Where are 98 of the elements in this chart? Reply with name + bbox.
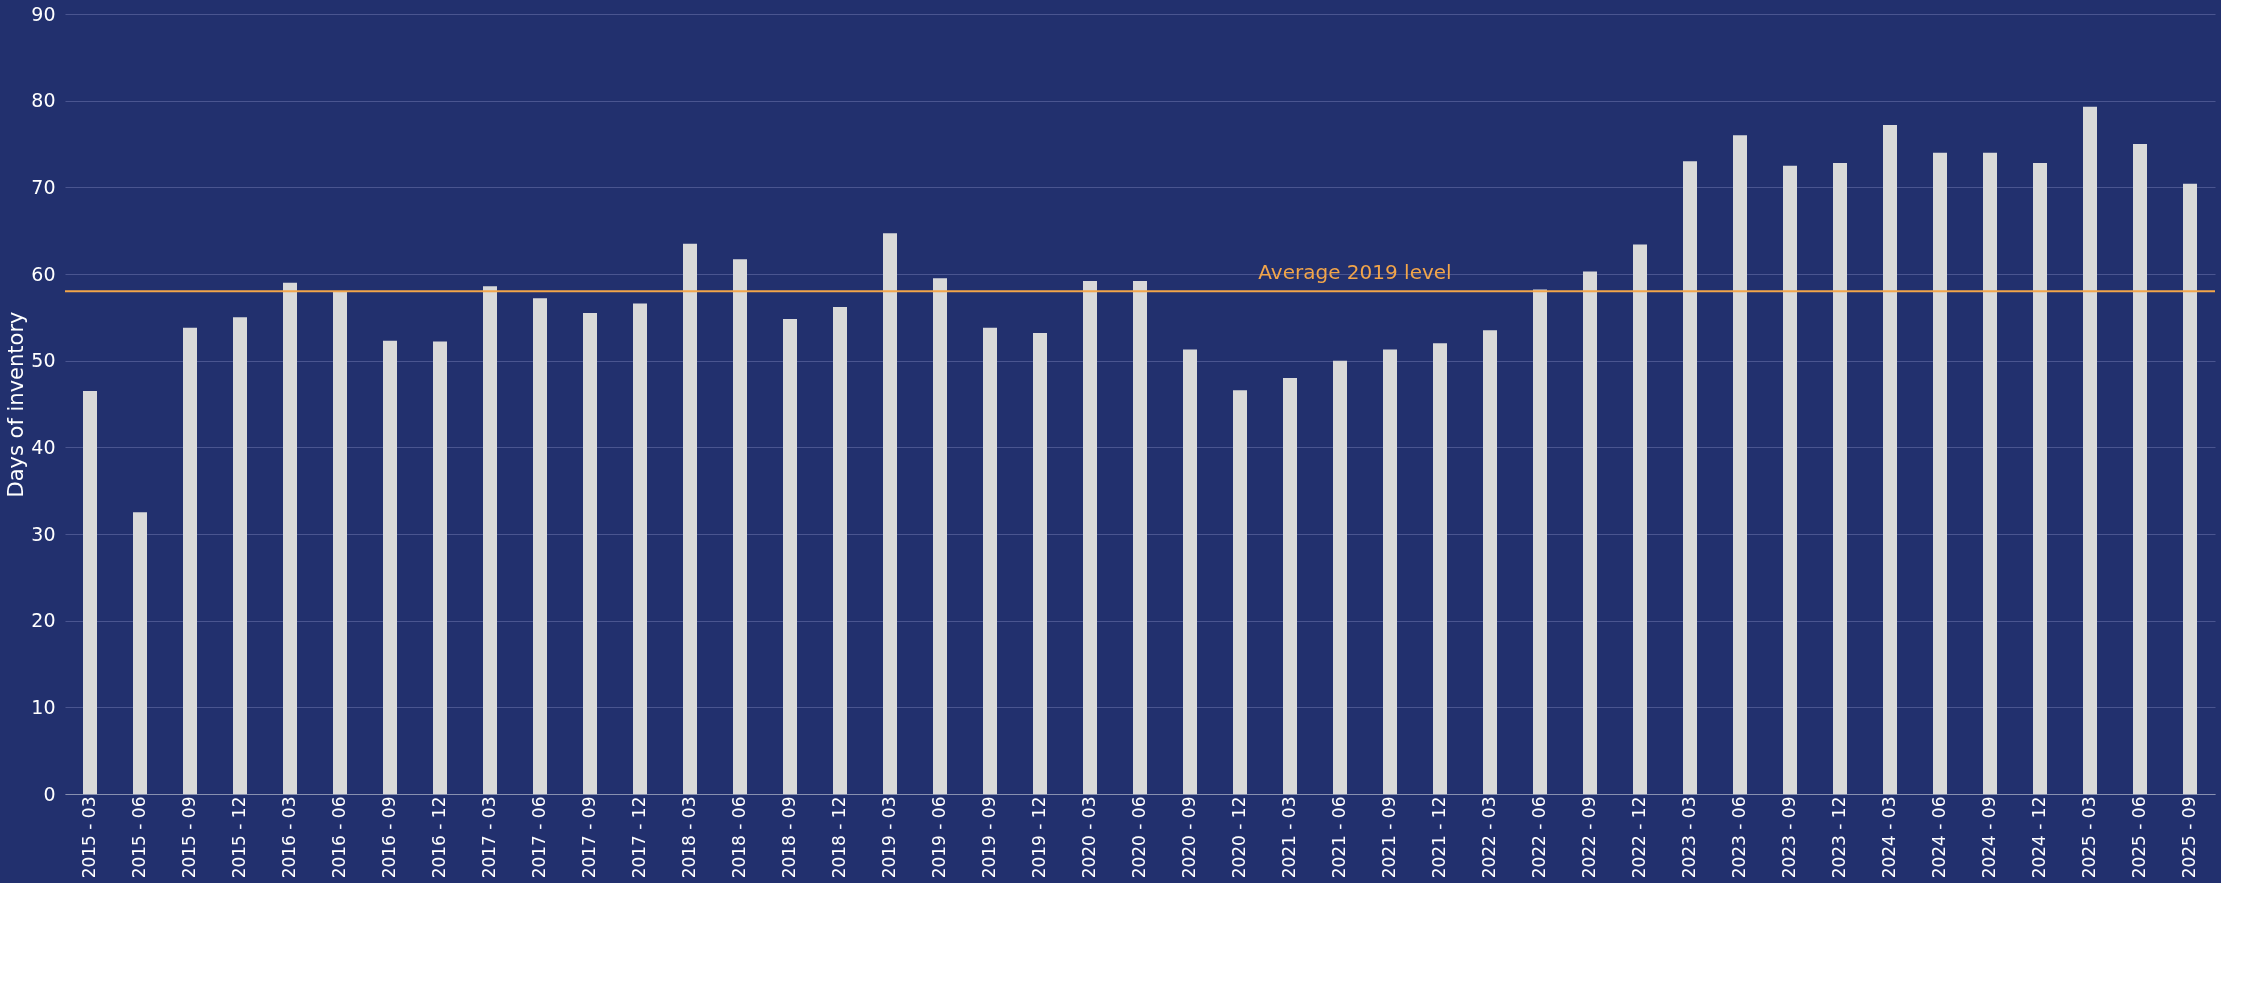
x-tick-label: 2018 - 03 [679,796,699,879]
bar [1883,124,1897,794]
y-tick-label: 60 [31,262,56,285]
bar [2133,144,2147,794]
bar [83,391,97,794]
y-axis-title: Days of inventory [4,311,29,498]
bar [1283,378,1297,794]
bar [1483,330,1497,794]
x-tick-label: 2022 - 12 [1629,796,1649,879]
bar [1833,163,1847,794]
bar [733,259,747,794]
x-tick-label: 2020 - 09 [1179,796,1199,879]
bar [583,313,597,794]
x-tick-label: 2018 - 09 [779,796,799,879]
bar [483,286,497,794]
x-tick-label: 2024 - 09 [1979,796,1999,879]
x-tick-label: 2017 - 09 [579,796,599,879]
x-tick-label: 2015 - 12 [229,796,249,879]
bar [1333,360,1347,794]
bar [1183,349,1197,794]
bar [1083,280,1097,794]
x-tick-label: 2017 - 06 [529,796,549,879]
x-tick-label: 2025 - 06 [2129,796,2149,879]
x-tick-label: 2025 - 03 [2079,796,2099,879]
y-tick-label: 10 [31,695,56,718]
bar [1933,152,1947,794]
bar [233,317,247,794]
bar [333,291,347,794]
x-tick-label: 2021 - 09 [1379,796,1399,879]
x-tick-label: 2017 - 12 [629,796,649,879]
x-tick-label: 2020 - 12 [1229,796,1249,879]
bar [1983,152,1997,794]
y-tick-label: 90 [31,2,56,25]
bar [783,319,797,794]
x-tick-label: 2024 - 03 [1879,796,1899,879]
x-tick-label: 2023 - 03 [1679,796,1699,879]
y-tick-label: 70 [31,175,56,198]
bar [1533,289,1547,794]
bar [183,327,197,794]
bar [883,233,897,794]
x-tick-label: 2023 - 12 [1829,796,1849,879]
bar [2033,163,2047,794]
y-tick-label: 50 [31,349,56,372]
x-tick-label: 2021 - 03 [1279,796,1299,879]
x-tick-label: 2024 - 06 [1929,796,1949,879]
y-tick-label: 80 [31,89,56,112]
x-tick-label: 2018 - 12 [829,796,849,879]
bar [933,278,947,794]
y-tick-label: 0 [43,782,56,805]
bar [383,340,397,794]
x-tick-label: 2020 - 06 [1129,796,1149,879]
bar [1583,271,1597,794]
x-tick-label: 2019 - 09 [979,796,999,879]
bar [2083,106,2097,794]
x-tick-label: 2015 - 06 [129,796,149,879]
x-tick-label: 2021 - 06 [1329,796,1349,879]
x-tick-label: 2016 - 06 [329,796,349,879]
bar [283,282,297,794]
bar [533,298,547,794]
ref-line-label: Average 2019 level [1258,260,1452,285]
x-tick-label: 2023 - 06 [1729,796,1749,879]
x-tick-label: 2022 - 09 [1579,796,1599,879]
y-tick-label: 40 [31,435,56,458]
x-tick-label: 2024 - 12 [2029,796,2049,879]
x-tick-label: 2016 - 12 [429,796,449,879]
x-tick-label: 2022 - 06 [1529,796,1549,879]
x-tick-label: 2019 - 12 [1029,796,1049,879]
bar [983,327,997,794]
x-tick-label: 2017 - 03 [479,796,499,879]
bar [1733,135,1747,794]
bar [1033,332,1047,794]
bar [1683,161,1697,794]
bar [1133,280,1147,794]
x-tick-label: 2020 - 03 [1079,796,1099,879]
bar [1633,244,1647,794]
y-tick-label: 20 [31,609,56,632]
bar [433,341,447,794]
bar [1233,390,1247,794]
bar [833,306,847,794]
bar [1783,165,1797,794]
bar [2183,183,2197,794]
x-tick-label: 2016 - 09 [379,796,399,879]
bar [133,512,147,794]
bar [1433,343,1447,794]
bar [683,243,697,794]
x-tick-label: 2019 - 06 [929,796,949,879]
x-tick-label: 2019 - 03 [879,796,899,879]
x-tick-label: 2016 - 03 [279,796,299,879]
bar [1383,349,1397,794]
y-tick-label: 30 [31,522,56,545]
x-tick-label: 2023 - 09 [1779,796,1799,879]
bar [633,303,647,794]
x-tick-label: 2015 - 09 [179,796,199,879]
x-tick-label: 2018 - 06 [729,796,749,879]
x-tick-label: 2025 - 09 [2179,796,2199,879]
x-tick-label: 2015 - 03 [79,796,99,879]
x-tick-label: 2022 - 03 [1479,796,1499,879]
x-tick-label: 2021 - 12 [1429,796,1449,879]
